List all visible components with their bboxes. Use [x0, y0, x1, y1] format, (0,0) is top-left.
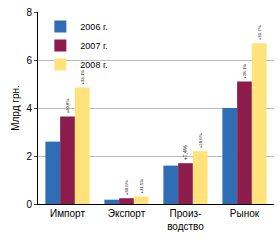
svg-text:Рынок: Рынок [230, 208, 260, 219]
svg-text:6: 6 [26, 55, 32, 66]
svg-text:2006 г.: 2006 г. [80, 22, 107, 32]
svg-text:4: 4 [26, 103, 32, 114]
svg-text:+31,7%: +31,7% [257, 25, 262, 40]
svg-text:2007 г.: 2007 г. [80, 41, 107, 51]
svg-text:+30,6%: +30,6% [124, 180, 129, 195]
svg-text:Экспорт: Экспорт [108, 208, 146, 219]
svg-text:+7,4%: +7,4% [182, 145, 188, 160]
svg-text:Импорт: Импорт [50, 208, 85, 219]
svg-text:+28,1%: +28,1% [242, 64, 247, 79]
svg-text:+33,1%: +33,1% [80, 70, 85, 85]
svg-text:+40,8%: +40,8% [65, 99, 70, 114]
svg-text:+28,6%: +28,6% [198, 133, 203, 148]
svg-text:8: 8 [26, 7, 32, 18]
svg-text:+31,5%: +31,5% [139, 179, 144, 194]
svg-text:Млрд грн.: Млрд грн. [10, 85, 21, 131]
svg-text:2008 г.: 2008 г. [80, 60, 107, 70]
svg-text:2: 2 [26, 151, 32, 162]
svg-text:Произ-водство: Произ-водство [167, 208, 204, 232]
svg-text:0: 0 [26, 199, 32, 210]
